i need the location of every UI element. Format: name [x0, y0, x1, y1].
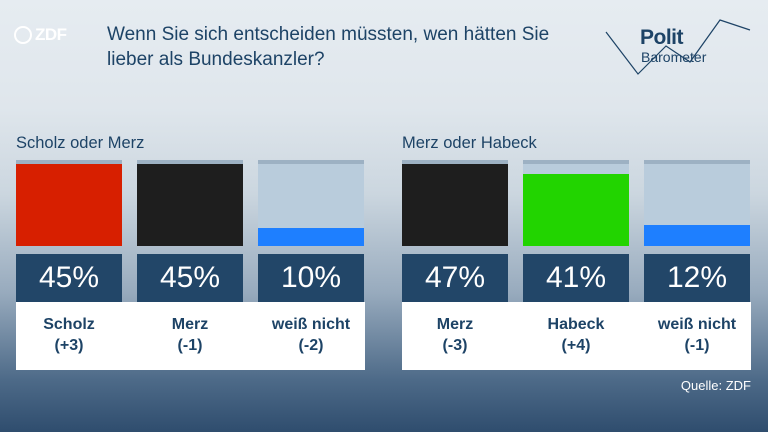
category-change: (-1) — [177, 337, 203, 354]
bar-track — [644, 160, 750, 246]
chart-scholz-oder-merz: 45% 45% 10% — [16, 160, 365, 370]
bar-value-label: 45% — [16, 254, 122, 302]
category-change: (+4) — [561, 337, 591, 354]
category-change: (+3) — [54, 337, 84, 354]
bar-value-label: 47% — [402, 254, 508, 302]
bar — [258, 228, 364, 246]
category-label: weiß nicht (-1) — [644, 314, 750, 356]
bar-track — [523, 160, 629, 246]
bar-track — [402, 160, 508, 246]
bar — [16, 164, 122, 246]
politbarometer-word-polit: Polit — [640, 26, 684, 49]
category-label: Merz (-3) — [402, 314, 508, 356]
category-name: Habeck — [547, 316, 605, 333]
bar — [137, 164, 243, 246]
bar — [402, 164, 508, 246]
bar-track — [137, 160, 243, 246]
category-change: (-3) — [442, 337, 468, 354]
category-name: weiß nicht — [271, 316, 351, 333]
category-name: Merz — [171, 316, 209, 333]
politbarometer-zigzag-icon — [605, 19, 751, 75]
chart-title-scholz-merz: Scholz oder Merz — [16, 134, 145, 152]
category-change: (-1) — [684, 337, 710, 354]
bar — [644, 225, 750, 246]
category-name: weiß nicht — [657, 316, 737, 333]
category-name: Merz — [436, 316, 474, 333]
category-label: Habeck (+4) — [523, 314, 629, 356]
label-strip-left — [16, 302, 365, 370]
category-change: (-2) — [298, 337, 324, 354]
zdf-logo: ZDF — [14, 24, 76, 46]
politbarometer-logo: Polit Barometer — [604, 16, 752, 76]
bar-value-label: 12% — [644, 254, 750, 302]
label-strip-right — [402, 302, 751, 370]
category-label: Merz (-1) — [137, 314, 243, 356]
category-label: weiß nicht (-2) — [258, 314, 364, 356]
source-note: Quelle: ZDF — [680, 378, 751, 393]
zdf-logo-ring-icon — [14, 26, 32, 44]
bar — [523, 174, 629, 246]
zdf-logo-text: ZDF — [35, 25, 67, 44]
politbarometer-word-barometer: Barometer — [641, 49, 707, 65]
chart-merz-oder-habeck: 47% 41% 12% — [402, 160, 751, 370]
bar-value-label: 10% — [258, 254, 364, 302]
bar-track — [258, 160, 364, 246]
chart-question-title: Wenn Sie sich entscheiden müssten, wen h… — [107, 24, 550, 70]
chart-title-merz-habeck: Merz oder Habeck — [402, 134, 537, 152]
bar-track — [16, 160, 122, 246]
bar-value-label: 41% — [523, 254, 629, 302]
category-name: Scholz — [43, 316, 95, 333]
category-label: Scholz (+3) — [16, 314, 122, 356]
bar-value-label: 45% — [137, 254, 243, 302]
